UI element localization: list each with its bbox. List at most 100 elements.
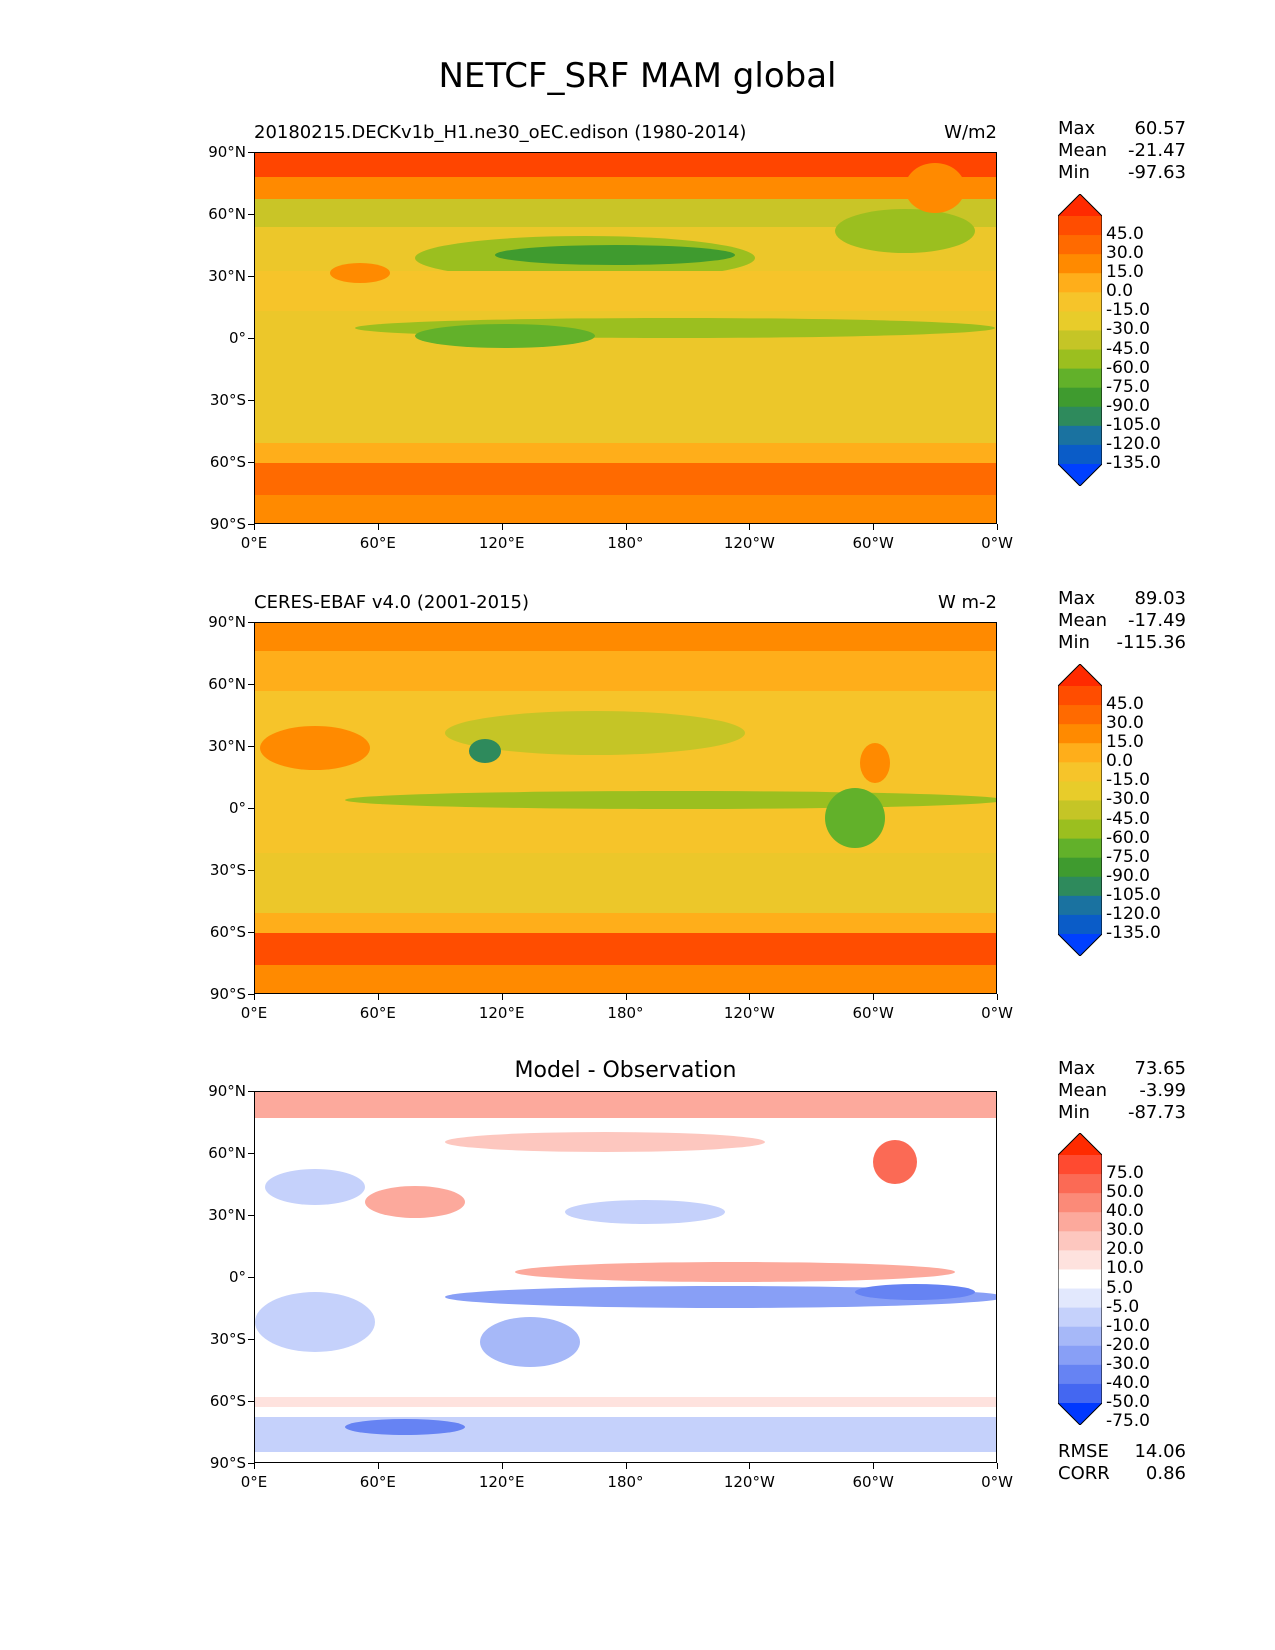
lat-tick-mark [248, 1153, 254, 1154]
lat-tick-mark [248, 276, 254, 277]
lat-tick-label: 60°N [208, 205, 246, 223]
colorbar-swatch [1058, 819, 1102, 840]
lon-tick-mark [501, 1463, 503, 1469]
lon-tick-mark [873, 994, 875, 1000]
colorbar-level-label: 15.0 [1106, 732, 1144, 753]
lat-tick-mark [248, 808, 254, 809]
colorbar-level-label: -120.0 [1106, 903, 1161, 924]
lat-tick-label: 30°S [209, 861, 246, 879]
colorbar-swatch [1058, 216, 1102, 236]
colorbar-level-label: 30.0 [1106, 1220, 1144, 1241]
colorbar-level-label: -60.0 [1106, 827, 1150, 848]
colorbar-swatch [1058, 781, 1102, 801]
lon-tick-mark [254, 1463, 255, 1469]
lon-tick-mark [377, 524, 379, 530]
colorbar-level-label: -120.0 [1106, 433, 1161, 454]
lat-tick-label: 60°N [208, 675, 246, 693]
lon-tick-label: 0°W [981, 534, 1013, 552]
lat-tick-label: 60°S [209, 1392, 246, 1410]
colorbar-level-label: -15.0 [1106, 770, 1150, 791]
stat-max: Max 73.65 [1058, 1058, 1186, 1079]
lat-tick-label: 0° [228, 1268, 246, 1286]
lon-tick-label: 120°W [723, 1004, 775, 1022]
lat-tick-label: 60°S [209, 453, 246, 471]
obs-stats: Max 89.03 Mean -17.49 Min -115.36 [1058, 588, 1186, 654]
lat-tick-label: 30°S [209, 391, 246, 409]
colorbar-swatch [1058, 1307, 1102, 1328]
diff-stats: Max 73.65 Mean -3.99 Min -87.73 [1058, 1058, 1186, 1124]
colorbar-extend-max [1058, 1133, 1102, 1155]
colorbar-level-label: -75.0 [1106, 846, 1150, 867]
colorbar-swatch [1058, 1326, 1102, 1347]
lon-tick-mark [625, 994, 627, 1000]
panel-obs-title: CERES-EBAF v4.0 (2001-2015) [254, 592, 530, 613]
colorbar-level-label: -45.0 [1106, 808, 1150, 829]
obs-colorbar: 45.0 30.0 15.0 0.0 -15.0 -30.0 -45.0 -60.0 -75.0… [1057, 663, 1161, 957]
colorbar-svg [1057, 1132, 1103, 1426]
lat-tick-label: 90°S [209, 515, 246, 533]
colorbar-swatch [1058, 387, 1102, 408]
lat-tick-mark [248, 1277, 254, 1278]
colorbar-level-label: -105.0 [1106, 414, 1161, 435]
colorbar-level-label: 30.0 [1106, 243, 1144, 264]
colorbar-swatch [1058, 724, 1102, 744]
colorbar-swatch [1058, 273, 1102, 293]
model-colorbar: 45.0 30.0 15.0 0.0 -15.0 -30.0 -45.0 -60.0 -75.0… [1057, 193, 1161, 487]
colorbar-swatch [1058, 235, 1102, 255]
colorbar-level-label: 10.0 [1106, 1258, 1144, 1279]
lat-tick-mark [248, 932, 254, 933]
colorbar-swatch [1058, 1364, 1102, 1385]
diff-extra-stats: RMSE 14.06 CORR 0.86 [1058, 1441, 1186, 1485]
diff-map [254, 1091, 997, 1463]
lon-tick-label: 60°W [852, 534, 894, 552]
colorbar-swatch [1058, 1212, 1102, 1232]
colorbar-level-label: -45.0 [1106, 338, 1150, 359]
lat-tick-mark [248, 994, 254, 995]
colorbar-level-label: -135.0 [1106, 923, 1161, 943]
colorbar-level-label: 0.0 [1106, 751, 1134, 772]
colorbar-swatch [1058, 800, 1102, 821]
stat-min: Min -87.73 [1058, 1102, 1186, 1123]
colorbar-svg [1057, 193, 1103, 487]
colorbar-level-label: -75.0 [1106, 376, 1150, 397]
lat-tick-label: 30°S [209, 1330, 246, 1348]
colorbar-swatch [1058, 762, 1102, 782]
lat-tick-label: 30°N [208, 1206, 246, 1224]
lat-tick-mark [248, 1091, 254, 1092]
colorbar-level-label: 20.0 [1106, 1239, 1144, 1260]
lon-tick-mark [749, 1463, 751, 1469]
colorbar-level-label: 15.0 [1106, 262, 1144, 283]
colorbar-level-label: -15.0 [1106, 300, 1150, 321]
lat-tick-mark [248, 214, 254, 215]
lat-tick-label: 90°S [209, 985, 246, 1003]
colorbar-swatch [1058, 444, 1102, 465]
colorbar-extend-max [1058, 194, 1102, 216]
colorbar-level-label: -105.0 [1106, 884, 1161, 905]
stat-mean: Mean -3.99 [1058, 1080, 1186, 1101]
colorbar-level-label: 0.0 [1106, 281, 1134, 302]
lon-tick-mark [501, 994, 503, 1000]
colorbar-swatch [1058, 1345, 1102, 1366]
stat-max: Max 89.03 [1058, 588, 1186, 609]
lat-tick-mark [248, 524, 254, 525]
colorbar-swatch [1058, 349, 1102, 370]
colorbar-extend-min [1058, 1403, 1102, 1425]
stat-max: Max 60.57 [1058, 118, 1186, 139]
lat-tick-label: 30°N [208, 267, 246, 285]
model-stats: Max 60.57 Mean -21.47 Min -97.63 [1058, 118, 1186, 184]
colorbar-level-label: -5.0 [1106, 1296, 1140, 1317]
lat-tick-label: 90°S [209, 1454, 246, 1472]
lon-tick-mark [873, 1463, 875, 1469]
colorbar-swatch [1058, 1174, 1102, 1194]
colorbar-svg [1057, 663, 1103, 957]
lon-tick-label: 180° [607, 1473, 644, 1491]
colorbar-extend-max [1058, 664, 1102, 686]
lon-tick-mark [254, 524, 255, 530]
lon-tick-label: 60°E [359, 534, 396, 552]
colorbar-level-label: -75.0 [1106, 1411, 1150, 1432]
colorbar-swatch [1058, 1155, 1102, 1175]
colorbar-swatch [1058, 254, 1102, 274]
lon-tick-label: 0°W [981, 1473, 1013, 1491]
stat-min: Min -115.36 [1058, 632, 1186, 653]
colorbar-extend-min [1058, 464, 1102, 486]
